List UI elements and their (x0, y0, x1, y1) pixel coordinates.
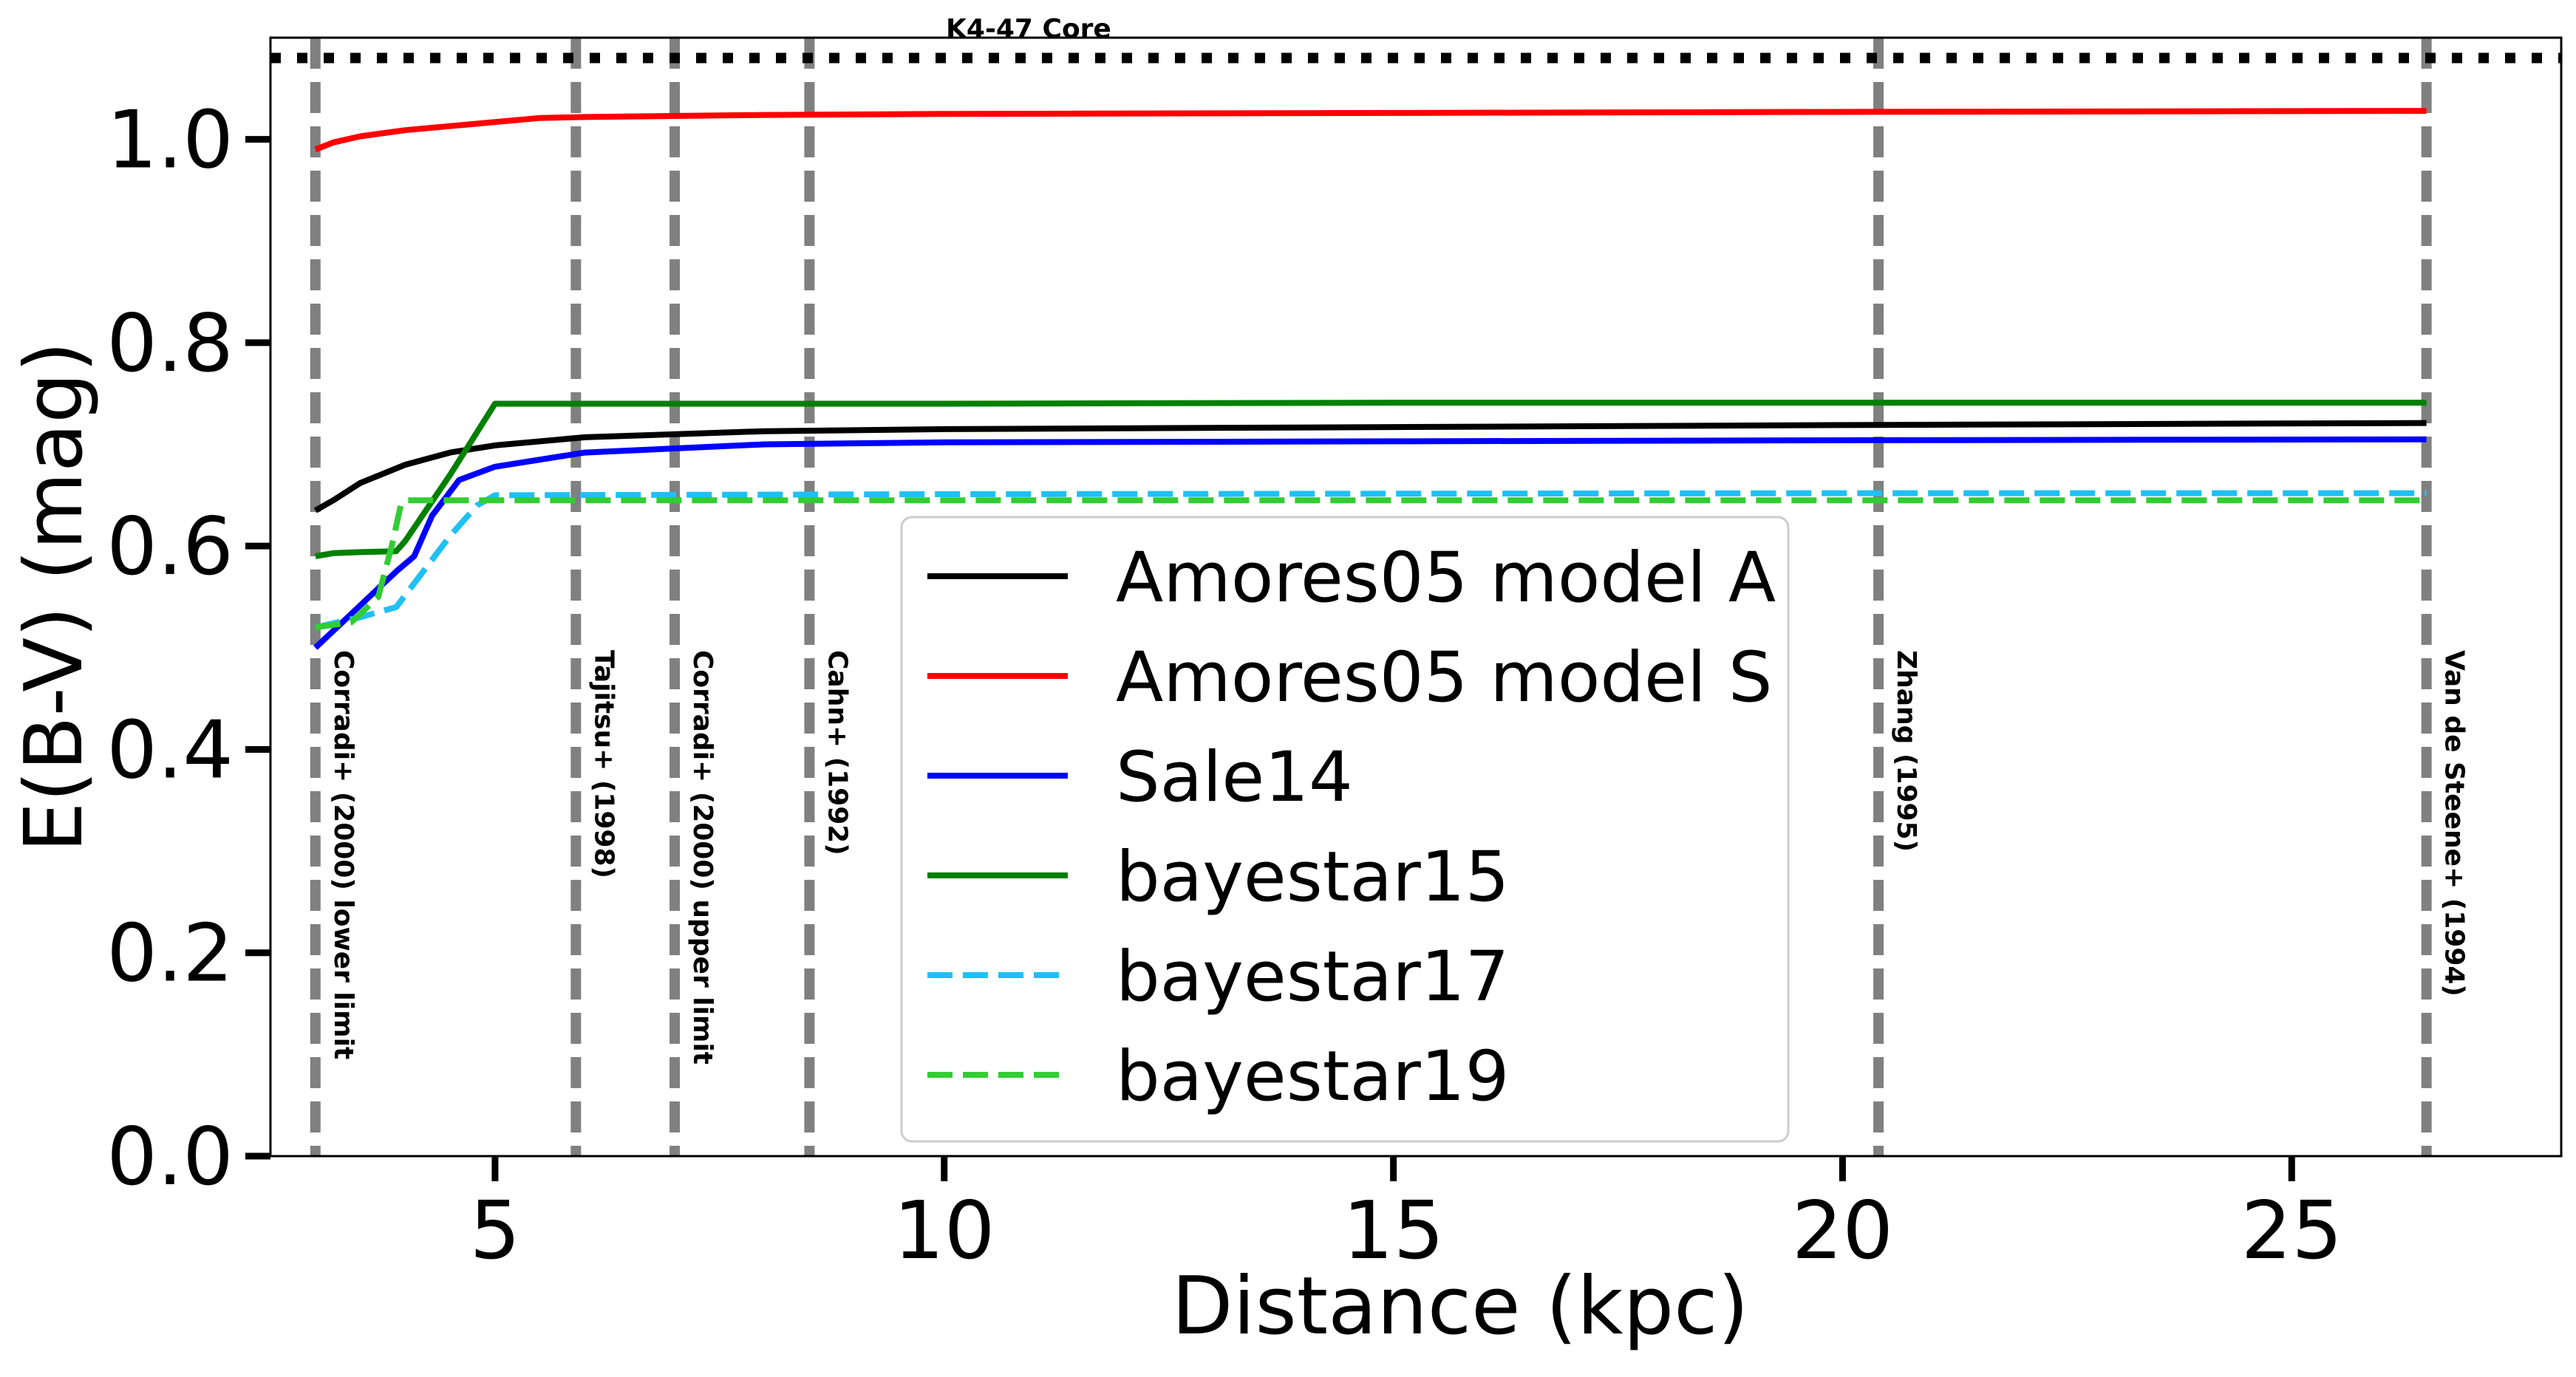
y-tick-label-0-2: 0.2 (106, 908, 234, 1000)
y-tick-label-0: 0.0 (106, 1111, 234, 1203)
x-tick-label-25: 25 (2241, 1185, 2342, 1277)
vline-label-tajitsu-1998: Tajitsu+ (1998) (588, 650, 619, 878)
legend-label-bayestar15: bayestar15 (1116, 837, 1509, 918)
series-line-amores05-model-s (314, 108, 2427, 153)
series-group (313, 108, 2427, 650)
legend: Amores05 model A Amores05 model S Sale14 ba… (900, 516, 1790, 1143)
y-tick-label-0-8: 0.8 (106, 298, 234, 390)
vline-label-van-de-steene-1994: Van de Steene+ (1994) (2439, 650, 2470, 997)
series-line-bayestar17 (314, 490, 2427, 631)
legend-box (900, 516, 1790, 1143)
axes-group: 5 10 15 20 25 0.0 0.2 0.4 0.6 0.8 1.0 Distance (kpc… (8, 36, 2563, 1353)
vline-label-corradi-2000-lower-limit: Corradi+ (2000) lower limit (328, 650, 358, 1059)
vline-label-cahn-1992: Cahn+ (1992) (822, 650, 852, 855)
vline-label-zhang-1995: Zhang (1995) (1891, 650, 1921, 852)
y-tick-label-1: 1.0 (106, 95, 234, 187)
y-tick-label-0-4: 0.4 (106, 704, 234, 796)
x-tick-label-10: 10 (893, 1185, 995, 1277)
y-axis-label: E(B-V) (mag) (8, 341, 100, 852)
legend-label-amores05-model-a: Amores05 model A (1116, 538, 1776, 618)
core-line-group: K4-47 Core (270, 14, 2561, 64)
core-line-label: K4-47 Core (946, 14, 1111, 44)
series-line-bayestar19 (315, 497, 2427, 631)
vertical-lines-group: Corradi+ (2000) lower limit Tajitsu+ (199… (310, 38, 2470, 1156)
y-tick-label-0-6: 0.6 (106, 501, 234, 593)
x-axis-label: Distance (kpc) (1171, 1260, 1748, 1353)
series-line-sale14 (313, 436, 2427, 650)
plot-frame (269, 36, 2563, 1158)
series-line-amores05-model-a (313, 420, 2427, 513)
vline-label-corradi-2000-upper-limit: Corradi+ (2000) upper limit (687, 650, 718, 1065)
x-tick-label-5: 5 (470, 1185, 521, 1277)
x-tick-label-15: 15 (1343, 1185, 1444, 1277)
legend-label-bayestar17: bayestar17 (1116, 937, 1509, 1017)
legend-label-bayestar19: bayestar19 (1116, 1036, 1509, 1117)
x-tick-label-20: 20 (1792, 1185, 1893, 1277)
series-line-bayestar15 (315, 400, 2427, 559)
legend-label-amores05-model-s: Amores05 model S (1116, 638, 1773, 718)
legend-label-sale14: Sale14 (1116, 737, 1353, 818)
